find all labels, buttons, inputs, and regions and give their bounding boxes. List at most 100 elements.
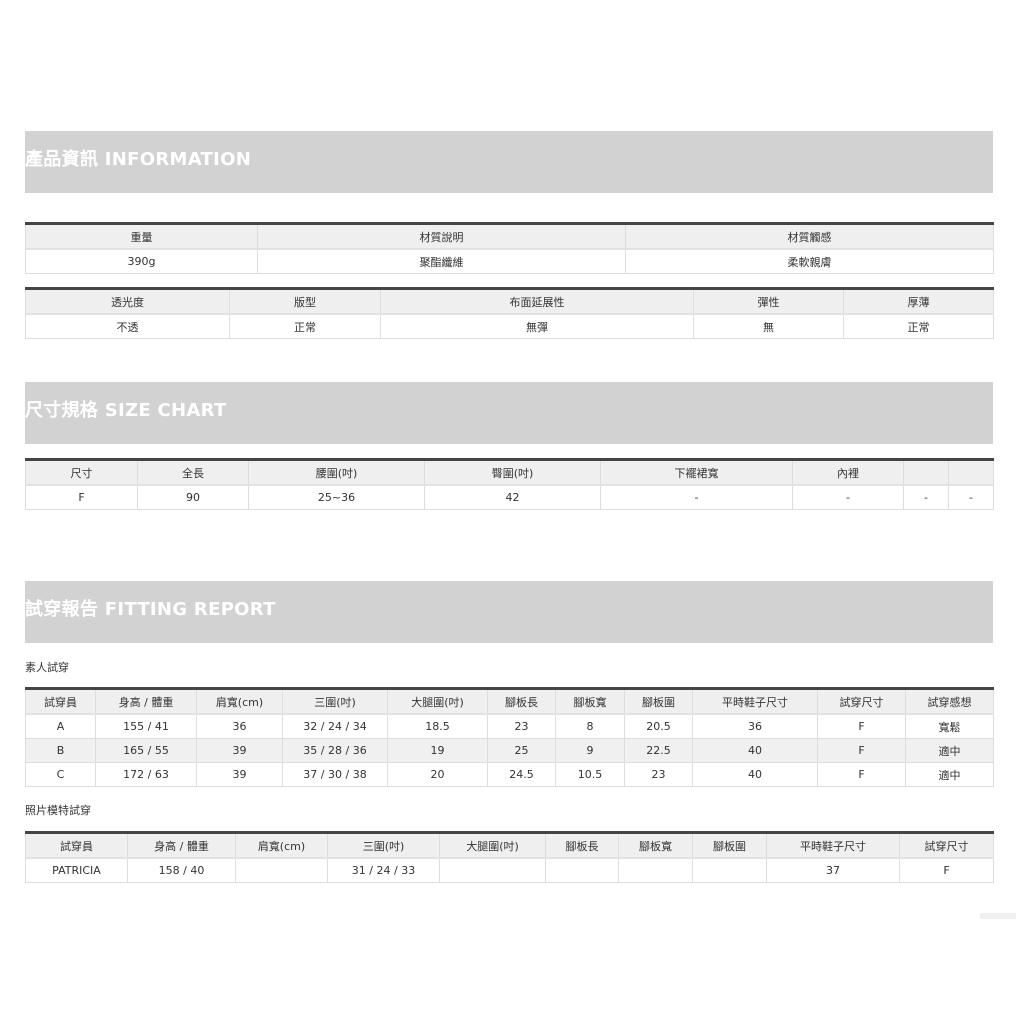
column-header: 肩寬(cm) xyxy=(196,688,283,715)
table-cell: 23 xyxy=(624,762,693,787)
column-header: 腳板寬 xyxy=(618,832,693,859)
table-row: A 155 / 41 36 32 / 24 / 34 18.5 23 8 20.5 36 F 寬鬆 xyxy=(25,713,994,739)
table-cell: 19 xyxy=(387,738,488,763)
column-header: 試穿尺寸 xyxy=(899,832,994,859)
table-cell: 39 xyxy=(196,738,283,763)
column-header: 試穿尺寸 xyxy=(817,688,906,715)
column-header: 透光度 xyxy=(25,288,230,315)
table-cell: 無 xyxy=(693,313,844,339)
table-cell: 適中 xyxy=(905,738,994,763)
table-cell: C xyxy=(25,762,96,787)
table-cell: 40 xyxy=(692,738,818,763)
column-header: 尺寸 xyxy=(25,459,138,486)
column-header: 試穿員 xyxy=(25,832,128,859)
table-cell: 158 / 40 xyxy=(127,857,236,883)
table-row: PATRICIA 158 / 40 31 / 24 / 33 37 F xyxy=(25,857,994,883)
table-cell: 寬鬆 xyxy=(905,713,994,739)
table-cell xyxy=(439,857,546,883)
column-header: 版型 xyxy=(229,288,381,315)
column-header: 腰圍(吋) xyxy=(248,459,425,486)
fabric-table: 透光度 版型 布面延展性 彈性 厚薄 不透 正常 無彈無正常 xyxy=(25,287,994,339)
table-cell: 不透 xyxy=(25,313,230,339)
column-header: 大腿圍(吋) xyxy=(439,832,546,859)
table-cell: 無彈 xyxy=(380,313,694,339)
column-header: 布面延展性 xyxy=(380,288,694,315)
header-row: 試穿員 身高 / 體重 肩寬(cm) 三圍(吋) 大腿圍(吋) 腳板長 腳板寬 腳板圍 平時鞋子… xyxy=(25,832,994,859)
table-cell: 42 xyxy=(424,484,601,510)
table-cell: 39 xyxy=(196,762,283,787)
table-cell: 正常 xyxy=(843,313,994,339)
column-header: 試穿感想 xyxy=(905,688,994,715)
table-cell: 155 / 41 xyxy=(95,713,197,739)
column-header: 平時鞋子尺寸 xyxy=(692,688,818,715)
column-header: 材質說明 xyxy=(257,223,626,250)
header-row: 試穿員 身高 / 體重 肩寬(cm) 三圍(吋) 大腿圍(吋) 腳板長 腳板寬 腳板圍 平時鞋子… xyxy=(25,688,994,715)
column-header: 腳板長 xyxy=(487,688,556,715)
table-cell: 10.5 xyxy=(555,762,625,787)
amateur-fitting-label: 素人試穿 xyxy=(25,661,69,674)
table-cell: 31 / 24 / 33 xyxy=(327,857,440,883)
model-fitting-label: 照片模特試穿 xyxy=(25,804,91,817)
column-header: 身高 / 體重 xyxy=(95,688,197,715)
table-cell: B xyxy=(25,738,96,763)
column-header: 腳板圍 xyxy=(692,832,767,859)
column-header xyxy=(948,459,994,486)
table-row: B 165 / 55 39 35 / 28 / 36 19 25 9 22.5 40 F 適中 xyxy=(25,738,994,763)
table-cell xyxy=(618,857,693,883)
table-cell: 9 xyxy=(555,738,625,763)
column-header: 材質觸感 xyxy=(625,223,994,250)
table-cell: 22.5 xyxy=(624,738,693,763)
size-chart-banner: 尺寸規格 SIZE CHART xyxy=(25,382,993,444)
table-cell: F xyxy=(817,738,906,763)
table-cell: 適中 xyxy=(905,762,994,787)
table-cell: 正常 xyxy=(229,313,381,339)
table-cell: - xyxy=(903,484,949,510)
table-cell: - xyxy=(600,484,793,510)
table-cell: 23 xyxy=(487,713,556,739)
table-cell: 24.5 xyxy=(487,762,556,787)
table-cell: - xyxy=(792,484,904,510)
size-chart-table: 尺寸 全長 腰圍(吋) 臀圍(吋) 下襬裙寬 內裡 F 90 25~36 42- - - - xyxy=(25,458,994,510)
header-row: 透光度 版型 布面延展性 彈性 厚薄 xyxy=(25,288,994,315)
table-cell: F xyxy=(25,484,138,510)
divider xyxy=(980,913,1016,919)
amateur-fitting-table: 試穿員 身高 / 體重 肩寬(cm) 三圍(吋) 大腿圍(吋) 腳板長 腳板寬 腳板圍 平時鞋子… xyxy=(25,687,994,787)
column-header: 三圍(吋) xyxy=(327,832,440,859)
column-header: 厚薄 xyxy=(843,288,994,315)
table-cell: 25~36 xyxy=(248,484,425,510)
table-cell xyxy=(235,857,328,883)
table-cell: F xyxy=(817,762,906,787)
table-cell: 32 / 24 / 34 xyxy=(282,713,388,739)
table-row: 不透 正常 無彈無正常 xyxy=(25,313,994,339)
table-cell: 柔軟親膚 xyxy=(625,248,994,274)
table-cell: 36 xyxy=(196,713,283,739)
table-cell: 20.5 xyxy=(624,713,693,739)
table-cell xyxy=(545,857,619,883)
table-row: F 90 25~36 42- - - - xyxy=(25,484,994,510)
table-cell: 90 xyxy=(137,484,249,510)
model-fitting-table: 試穿員 身高 / 體重 肩寬(cm) 三圍(吋) 大腿圍(吋) 腳板長 腳板寬 腳板圍 平時鞋子… xyxy=(25,831,994,883)
table-cell: 165 / 55 xyxy=(95,738,197,763)
column-header: 內裡 xyxy=(792,459,904,486)
material-table: 重量 材質說明 材質觸感 390g 聚酯纖維 柔軟親膚 xyxy=(25,222,994,274)
table-cell: 36 xyxy=(692,713,818,739)
column-header: 全長 xyxy=(137,459,249,486)
table-cell: F xyxy=(899,857,994,883)
column-header xyxy=(903,459,949,486)
fitting-report-banner: 試穿報告 FITTING REPORT xyxy=(25,581,993,643)
table-row: C 172 / 63 39 37 / 30 / 38 20 24.5 10.5 23 40 F 適中 xyxy=(25,762,994,787)
information-banner: 產品資訊 INFORMATION xyxy=(25,131,993,193)
table-cell: 聚酯纖維 xyxy=(257,248,626,274)
table-cell: 37 xyxy=(766,857,900,883)
column-header: 臀圍(吋) xyxy=(424,459,601,486)
column-header: 腳板圍 xyxy=(624,688,693,715)
table-cell: 390g xyxy=(25,248,258,274)
table-cell: 8 xyxy=(555,713,625,739)
column-header: 下襬裙寬 xyxy=(600,459,793,486)
header-row: 尺寸 全長 腰圍(吋) 臀圍(吋) 下襬裙寬 內裡 xyxy=(25,459,994,486)
column-header: 腳板長 xyxy=(545,832,619,859)
column-header: 三圍(吋) xyxy=(282,688,388,715)
column-header: 平時鞋子尺寸 xyxy=(766,832,900,859)
column-header: 重量 xyxy=(25,223,258,250)
column-header: 試穿員 xyxy=(25,688,96,715)
